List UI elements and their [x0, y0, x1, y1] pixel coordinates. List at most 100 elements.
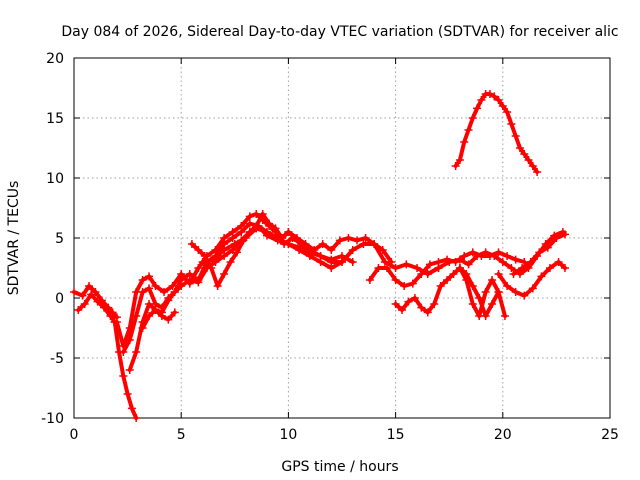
data-point — [500, 312, 509, 320]
data-point — [391, 276, 400, 284]
data-point — [78, 291, 87, 300]
data-point — [284, 240, 293, 248]
data-point — [370, 240, 379, 248]
data-point — [374, 264, 383, 272]
data-point — [164, 315, 173, 324]
data-point — [252, 224, 261, 233]
data-point — [123, 390, 132, 398]
data-point — [473, 104, 482, 113]
series-track-3 — [110, 318, 141, 422]
axis-ticks — [73, 57, 611, 419]
data-point — [85, 282, 94, 290]
data-point — [410, 294, 419, 302]
data-point — [520, 150, 529, 158]
data-point — [230, 240, 239, 248]
y-tick-labels: -10 -5 0 5 10 15 20 — [41, 51, 64, 427]
data-point — [200, 252, 209, 260]
data-point — [503, 108, 512, 116]
data-point — [327, 264, 336, 272]
data-point — [160, 288, 169, 296]
data-point — [481, 248, 490, 257]
series-line — [457, 266, 507, 318]
data-point — [265, 219, 274, 228]
data-point — [262, 228, 271, 236]
data-point — [301, 240, 310, 248]
series-track-16 — [451, 90, 542, 176]
data-point — [145, 272, 154, 281]
data-point — [125, 366, 134, 374]
data-point — [509, 270, 518, 278]
data-point — [430, 300, 439, 308]
data-point — [436, 282, 445, 290]
data-point — [70, 288, 78, 296]
data-point — [402, 260, 411, 269]
data-point — [241, 234, 250, 242]
data-point — [185, 276, 194, 284]
data-point — [177, 282, 186, 290]
data-point — [560, 264, 569, 272]
data-point — [258, 210, 267, 218]
chart-title: Day 084 of 2026, Sidereal Day-to-day VTE… — [61, 24, 618, 40]
data-point — [518, 264, 527, 272]
data-point — [226, 258, 235, 266]
y-tick-label: 10 — [46, 171, 64, 187]
data-point — [316, 258, 325, 266]
data-point — [528, 284, 537, 293]
data-point — [515, 144, 524, 152]
data-point — [464, 260, 473, 269]
x-tick-label: 5 — [177, 427, 186, 443]
data-point — [132, 414, 141, 422]
data-point — [164, 296, 173, 305]
data-point — [468, 114, 477, 122]
series-track-13 — [455, 264, 509, 320]
data-point — [473, 252, 482, 260]
data-point — [145, 284, 154, 293]
data-point — [338, 258, 346, 266]
data-point — [490, 252, 499, 260]
y-tick-label: 20 — [46, 51, 64, 67]
series-track-7 — [138, 306, 179, 332]
data-point — [434, 264, 443, 272]
x-tick-label: 15 — [387, 427, 405, 443]
data-point — [560, 230, 569, 239]
data-point — [494, 270, 503, 278]
data-point — [145, 312, 154, 320]
data-point — [232, 248, 241, 257]
data-point — [391, 300, 400, 308]
data-point — [273, 234, 282, 242]
data-point — [292, 234, 301, 242]
data-point — [145, 300, 154, 308]
data-point — [425, 260, 434, 269]
data-point — [348, 246, 357, 254]
data-point — [507, 264, 516, 272]
data-point — [545, 264, 554, 272]
data-point — [503, 282, 512, 290]
data-point — [455, 264, 464, 272]
data-point — [228, 234, 237, 242]
y-tick-label: 5 — [55, 231, 64, 247]
data-point — [481, 288, 490, 296]
data-point — [194, 278, 203, 287]
y-tick-label: 0 — [55, 291, 64, 307]
data-point — [245, 212, 254, 221]
data-point — [194, 264, 203, 272]
data-point — [498, 102, 507, 110]
series-line — [189, 212, 394, 288]
data-point — [408, 279, 417, 288]
data-point — [464, 126, 473, 134]
data-point — [119, 348, 128, 356]
data-point — [271, 224, 280, 233]
data-point — [127, 404, 136, 413]
data-point — [468, 248, 477, 257]
data-point — [537, 272, 546, 281]
data-point — [494, 96, 503, 104]
data-point — [423, 270, 432, 278]
y-tick-label: -10 — [41, 411, 64, 427]
data-point — [460, 252, 469, 260]
data-point — [119, 372, 128, 380]
data-point — [168, 282, 177, 290]
data-point — [284, 228, 293, 236]
data-point — [348, 258, 357, 266]
data-point — [361, 234, 370, 242]
data-point — [398, 306, 407, 314]
